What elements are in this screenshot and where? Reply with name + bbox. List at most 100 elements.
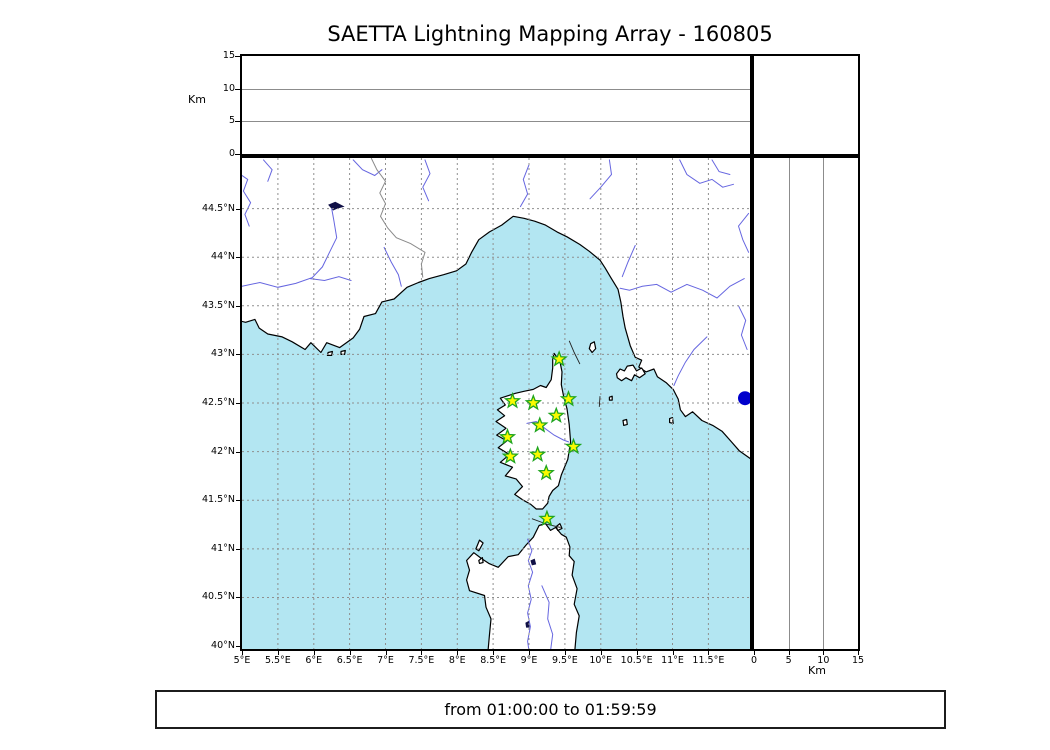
lon-tick-label: 11.5°E xyxy=(692,655,725,666)
river xyxy=(621,245,636,278)
alt-tick-label: 5 xyxy=(228,115,235,127)
lat-tick-label: 44.5°N xyxy=(201,202,235,214)
altitude-axis-label-top: Km xyxy=(188,93,206,106)
coastline xyxy=(466,523,580,649)
lon-tick-label: 5°E xyxy=(233,655,251,666)
lon-tick xyxy=(242,651,243,655)
lat-tick xyxy=(236,208,240,210)
lon-tick-label: 6°E xyxy=(305,655,323,666)
lma-station-marker xyxy=(524,393,543,411)
alt-tick xyxy=(235,88,240,90)
time-range-text: from 01:00:00 to 01:59:59 xyxy=(444,700,657,719)
river xyxy=(422,159,431,202)
river xyxy=(673,336,708,386)
alt-tick xyxy=(788,651,790,655)
river xyxy=(383,246,402,287)
coastline xyxy=(608,395,613,401)
lon-tick xyxy=(349,651,351,655)
lon-tick-label: 10.5°E xyxy=(620,655,653,666)
lon-tick xyxy=(529,651,530,655)
lon-tick xyxy=(493,651,495,655)
lon-tick xyxy=(708,651,710,655)
lma-station-marker xyxy=(528,445,547,462)
lma-station-marker xyxy=(531,416,549,433)
source-point-marker xyxy=(738,391,750,406)
lat-tick-label: 41.5°N xyxy=(201,494,235,506)
panel-gridline xyxy=(242,121,750,123)
lat-tick xyxy=(236,646,240,648)
alt-tick xyxy=(235,154,240,155)
lat-tick xyxy=(236,403,240,404)
panel-gridline xyxy=(788,158,790,649)
lat-tick-label: 40.5°N xyxy=(201,591,235,603)
lake xyxy=(530,558,537,566)
lon-tick-label: 9.5°E xyxy=(551,655,578,666)
lon-tick-label: 9°E xyxy=(520,655,538,666)
alt-tick xyxy=(823,651,825,655)
lat-tick xyxy=(236,500,240,502)
coastline xyxy=(588,341,597,354)
map-canvas xyxy=(242,158,750,649)
panel-gridline xyxy=(242,88,750,90)
lon-tick xyxy=(636,651,638,655)
river xyxy=(242,174,252,227)
lma-station-marker xyxy=(538,509,556,527)
lma-station-marker xyxy=(547,406,565,424)
alt-tick xyxy=(235,121,240,123)
lma-station-marker xyxy=(498,427,517,445)
alt-tick-label: 10 xyxy=(222,82,235,94)
lon-tick-label: 11°E xyxy=(661,655,684,666)
lat-tick-label: 41°N xyxy=(211,542,235,554)
lon-tick-label: 10°E xyxy=(589,655,613,666)
panel-gridline xyxy=(823,158,825,649)
river xyxy=(711,159,731,175)
lat-tick-label: 40°N xyxy=(211,640,235,652)
river xyxy=(679,159,734,188)
lat-tick xyxy=(236,548,240,550)
lma-station-marker xyxy=(550,350,568,367)
lon-tick-label: 7.5°E xyxy=(408,655,435,666)
lat-tick xyxy=(236,597,240,599)
coast-segment xyxy=(531,518,561,528)
river xyxy=(242,208,338,288)
altitude-latitude-panel xyxy=(752,156,860,651)
lon-tick xyxy=(421,651,423,655)
map-panel xyxy=(240,156,752,651)
alt-tick-label: 15 xyxy=(851,655,865,666)
histogram-panel xyxy=(752,54,860,156)
river xyxy=(526,420,569,443)
river xyxy=(352,159,383,177)
lma-station-marker xyxy=(559,389,578,407)
alt-tick xyxy=(754,651,755,655)
river xyxy=(589,159,613,200)
river xyxy=(263,159,273,182)
plot-title: SAETTA Lightning Mapping Array - 160805 xyxy=(327,22,773,46)
river xyxy=(541,585,554,649)
alt-tick xyxy=(858,651,859,655)
coastline xyxy=(615,364,646,382)
lat-tick-label: 43.5°N xyxy=(201,299,235,311)
lon-tick xyxy=(313,651,315,655)
lat-tick xyxy=(236,354,240,356)
altitude-axis-label-right: Km xyxy=(808,664,826,677)
river xyxy=(619,278,745,299)
lake xyxy=(525,620,530,628)
river xyxy=(309,276,352,282)
coast-segment xyxy=(598,396,601,407)
lma-station-marker xyxy=(501,447,520,464)
lat-tick-label: 43°N xyxy=(211,348,235,360)
lon-tick-label: 8°E xyxy=(448,655,466,666)
lon-tick xyxy=(385,651,387,655)
lon-tick xyxy=(277,651,279,655)
coast-segment xyxy=(568,340,581,365)
alt-tick-label: 0 xyxy=(228,148,235,159)
coastline xyxy=(340,349,346,355)
lon-tick xyxy=(457,651,459,655)
lon-tick-label: 7°E xyxy=(377,655,394,666)
river xyxy=(737,212,750,253)
alt-tick-label: 5 xyxy=(785,655,792,666)
lon-tick-label: 5.5°E xyxy=(264,655,291,666)
lat-tick-label: 42°N xyxy=(211,445,235,457)
alt-tick-label: 0 xyxy=(750,655,758,666)
